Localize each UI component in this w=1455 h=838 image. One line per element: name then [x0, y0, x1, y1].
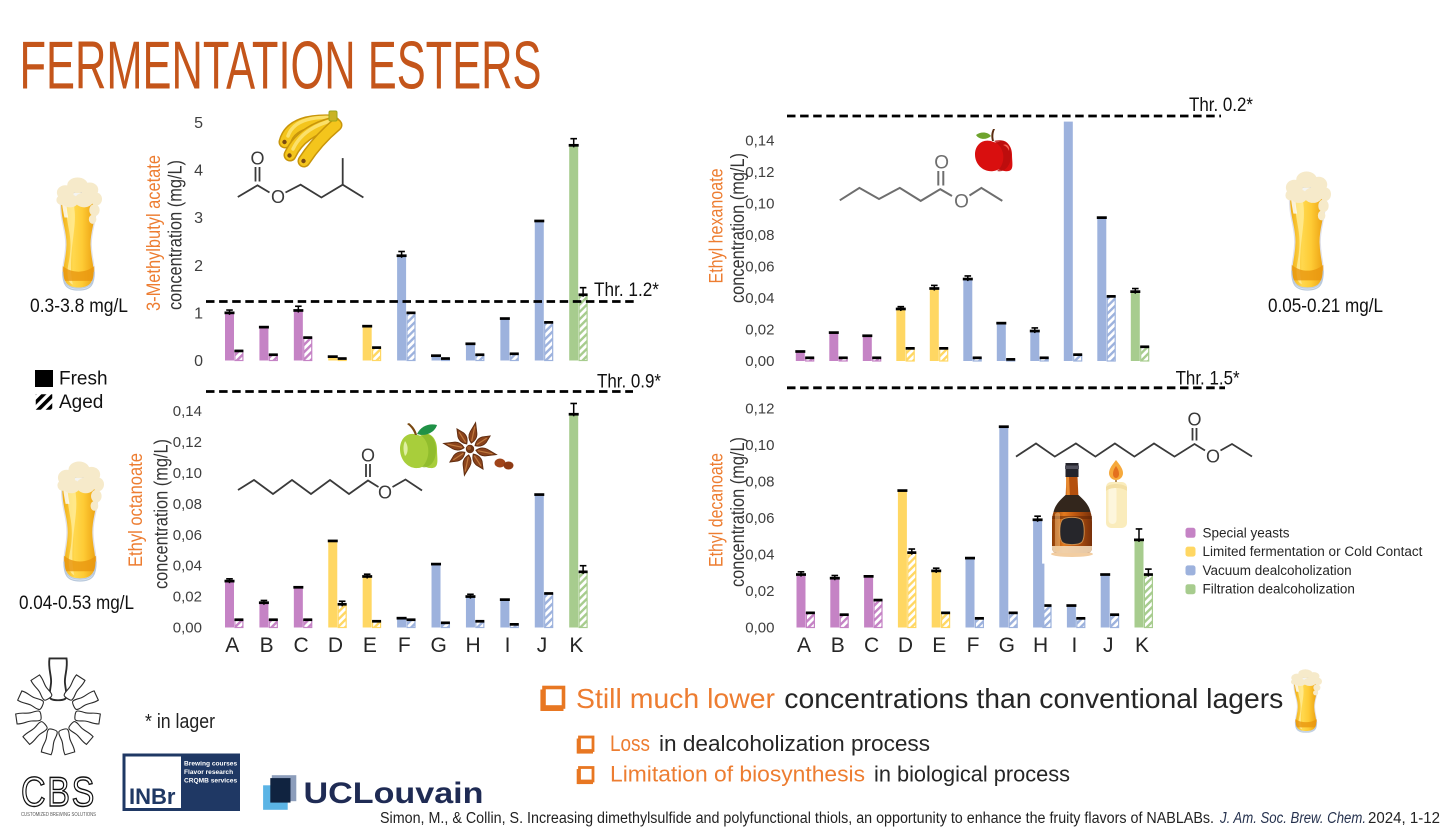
- svg-text:concentration (mg/L): concentration (mg/L): [152, 439, 173, 589]
- svg-text:0,08: 0,08: [745, 474, 774, 491]
- svg-text:A: A: [797, 634, 811, 657]
- svg-text:2024, 1-12: 2024, 1-12: [1368, 810, 1440, 827]
- svg-text:Brewing courses: Brewing courses: [184, 761, 237, 768]
- svg-text:0.3-3.8 mg/L: 0.3-3.8 mg/L: [30, 296, 128, 317]
- svg-text:Filtration dealcoholization: Filtration dealcoholization: [1203, 582, 1355, 597]
- svg-text:0.05-0.21 mg/L: 0.05-0.21 mg/L: [1268, 296, 1383, 317]
- svg-text:in dealcoholization process: in dealcoholization process: [659, 731, 930, 756]
- svg-text:Thr. 0.2*: Thr. 0.2*: [1189, 94, 1253, 116]
- svg-text:B: B: [831, 634, 845, 657]
- svg-text:CUSTOMIZED BREWING SOLUTIONS: CUSTOMIZED BREWING SOLUTIONS: [21, 812, 97, 818]
- svg-text:Ethyl hexanoate: Ethyl hexanoate: [707, 169, 728, 284]
- svg-text:CRQMB services: CRQMB services: [184, 778, 237, 785]
- svg-text:O: O: [378, 483, 392, 503]
- svg-text:I: I: [1071, 634, 1077, 657]
- svg-text:0,08: 0,08: [173, 496, 202, 513]
- svg-text:concentration (mg/L): concentration (mg/L): [728, 437, 749, 587]
- svg-text:0,14: 0,14: [173, 403, 202, 420]
- svg-text:H: H: [1033, 634, 1048, 657]
- svg-text:H: H: [466, 634, 481, 657]
- svg-text:0,00: 0,00: [745, 620, 774, 637]
- svg-text:C: C: [293, 634, 308, 657]
- svg-text:Ethyl octanoate: Ethyl octanoate: [126, 453, 147, 567]
- svg-text:0,12: 0,12: [173, 434, 202, 451]
- svg-text:J: J: [1103, 634, 1114, 657]
- svg-text:0,02: 0,02: [173, 589, 202, 606]
- svg-text:0,06: 0,06: [745, 510, 774, 527]
- svg-text:in biological process: in biological process: [874, 762, 1070, 787]
- svg-text:Aged: Aged: [59, 392, 103, 413]
- svg-text:0,00: 0,00: [173, 620, 202, 637]
- svg-text:concentration (mg/L): concentration (mg/L): [728, 153, 749, 303]
- svg-text:0,06: 0,06: [173, 527, 202, 544]
- svg-text:O: O: [361, 446, 375, 466]
- svg-text:0,04: 0,04: [745, 290, 774, 307]
- svg-text:Still much lower: Still much lower: [576, 683, 775, 714]
- svg-text:G: G: [999, 634, 1015, 657]
- svg-text:Simon, M., & Collin, S. Increa: Simon, M., & Collin, S. Increasing dimet…: [380, 810, 1214, 827]
- svg-text:FERMENTATION ESTERS: FERMENTATION ESTERS: [20, 28, 542, 104]
- svg-text:0,08: 0,08: [745, 227, 774, 244]
- svg-text:O: O: [1187, 410, 1201, 430]
- svg-text:Limitation of biosynthesis: Limitation of biosynthesis: [610, 762, 865, 787]
- svg-text:0,10: 0,10: [745, 437, 774, 454]
- svg-text:0,12: 0,12: [745, 164, 774, 181]
- svg-text:Special yeasts: Special yeasts: [1203, 525, 1290, 540]
- svg-text:J. Am. Soc. Brew. Chem.: J. Am. Soc. Brew. Chem.: [1219, 810, 1366, 827]
- svg-text:concentration (mg/L): concentration (mg/L): [166, 160, 187, 310]
- svg-text:* in lager: * in lager: [145, 711, 215, 733]
- svg-text:K: K: [1135, 634, 1149, 657]
- svg-text:2: 2: [194, 258, 203, 275]
- svg-text:0,02: 0,02: [745, 322, 774, 339]
- svg-text:J: J: [537, 634, 548, 657]
- svg-text:0,06: 0,06: [745, 259, 774, 276]
- svg-text:Vacuum dealcoholization: Vacuum dealcoholization: [1203, 563, 1352, 578]
- svg-text:4: 4: [194, 163, 203, 180]
- svg-text:D: D: [328, 634, 343, 657]
- svg-text:3: 3: [194, 210, 203, 227]
- svg-text:0,00: 0,00: [745, 353, 774, 370]
- svg-text:E: E: [932, 634, 946, 657]
- svg-text:0,12: 0,12: [745, 401, 774, 418]
- svg-text:I: I: [505, 634, 511, 657]
- svg-text:Thr. 1.2*: Thr. 1.2*: [594, 279, 659, 301]
- svg-text:B: B: [260, 634, 274, 657]
- svg-text:O: O: [250, 149, 264, 169]
- svg-text:Fresh: Fresh: [59, 369, 108, 390]
- svg-text:CBS: CBS: [21, 768, 96, 815]
- svg-text:K: K: [569, 634, 583, 657]
- svg-text:Loss: Loss: [610, 731, 650, 756]
- svg-text:0,14: 0,14: [745, 133, 774, 150]
- svg-text:D: D: [898, 634, 913, 657]
- svg-text:Thr. 0.9*: Thr. 0.9*: [597, 371, 661, 393]
- svg-text:0,10: 0,10: [745, 196, 774, 213]
- svg-text:3-Methylbutyl acetate: 3-Methylbutyl acetate: [144, 155, 165, 311]
- svg-text:A: A: [225, 634, 239, 657]
- svg-text:Flavor research: Flavor research: [184, 769, 233, 776]
- svg-text:G: G: [431, 634, 447, 657]
- svg-text:F: F: [967, 634, 980, 657]
- svg-text:0,02: 0,02: [745, 583, 774, 600]
- svg-text:0.04-0.53 mg/L: 0.04-0.53 mg/L: [19, 593, 134, 614]
- svg-text:0,04: 0,04: [173, 558, 202, 575]
- svg-text:Thr. 1.5*: Thr. 1.5*: [1176, 368, 1240, 390]
- svg-text:F: F: [398, 634, 411, 657]
- svg-text:0,04: 0,04: [745, 547, 774, 564]
- svg-text:Ethyl decanoate: Ethyl decanoate: [707, 453, 728, 567]
- svg-text:O: O: [1206, 447, 1220, 467]
- svg-text:1: 1: [194, 305, 203, 322]
- svg-text:concentrations than convention: concentrations than conventional lagers: [784, 683, 1283, 714]
- svg-text:0,10: 0,10: [173, 465, 202, 482]
- svg-text:UCLouvain: UCLouvain: [304, 777, 484, 810]
- svg-text:C: C: [864, 634, 879, 657]
- svg-text:O: O: [271, 187, 285, 207]
- svg-text:5: 5: [194, 115, 203, 132]
- svg-text:Limited fermentation or Cold C: Limited fermentation or Cold Contact: [1203, 544, 1423, 559]
- svg-text:INBr: INBr: [129, 784, 176, 809]
- svg-text:E: E: [363, 634, 377, 657]
- svg-text:O: O: [934, 153, 949, 174]
- svg-text:0: 0: [194, 353, 203, 370]
- svg-text:O: O: [954, 192, 969, 213]
